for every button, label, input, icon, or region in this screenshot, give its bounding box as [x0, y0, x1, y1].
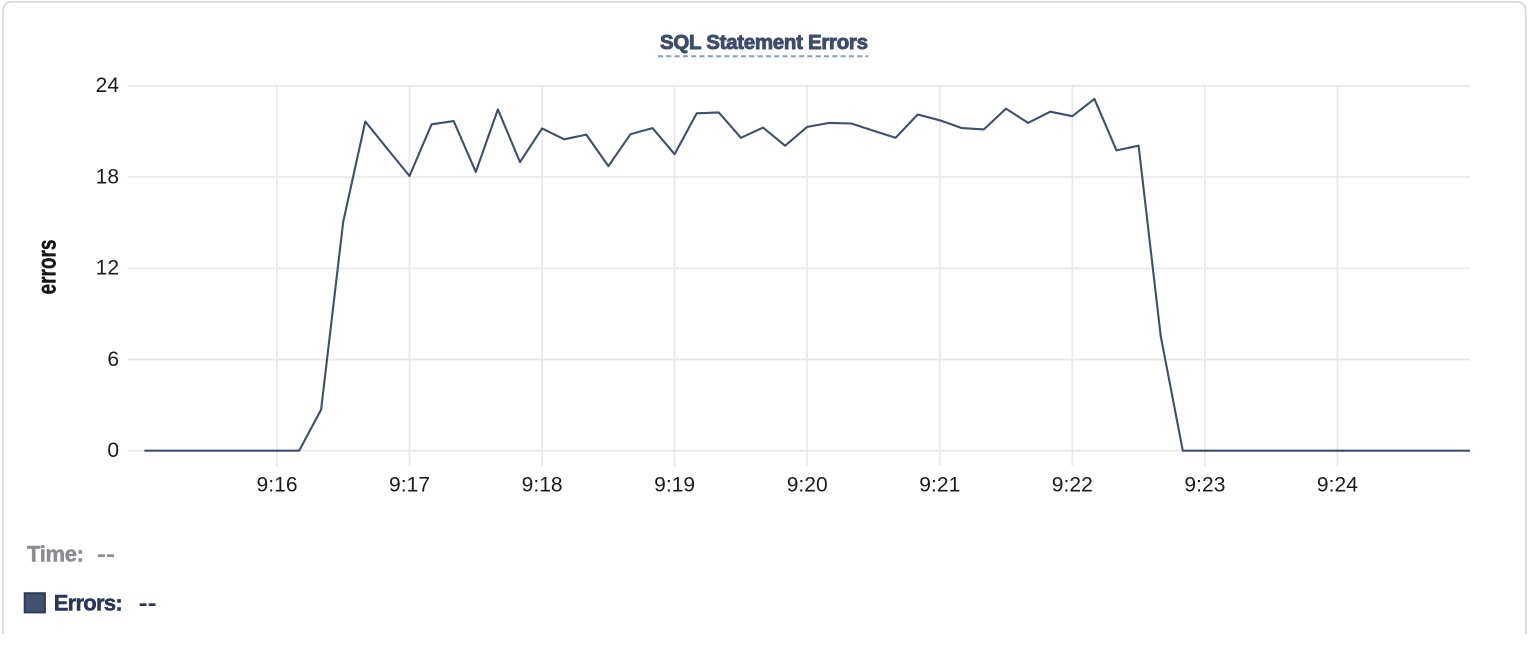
svg-text:errors: errors: [32, 240, 62, 295]
svg-text:9:22: 9:22: [1052, 473, 1093, 496]
svg-text:--: --: [139, 591, 157, 616]
svg-text:9:19: 9:19: [654, 473, 695, 496]
svg-text:SQL Statement Errors: SQL Statement Errors: [660, 31, 868, 54]
svg-text:9:18: 9:18: [522, 473, 563, 496]
svg-text:9:16: 9:16: [257, 473, 298, 496]
svg-text:Errors:: Errors:: [54, 591, 123, 616]
svg-text:12: 12: [96, 257, 119, 280]
svg-text:9:21: 9:21: [919, 473, 960, 496]
svg-text:9:20: 9:20: [787, 473, 828, 496]
svg-text:9:24: 9:24: [1317, 473, 1358, 496]
svg-text:24: 24: [96, 74, 120, 97]
svg-text:--: --: [97, 542, 115, 567]
svg-text:0: 0: [107, 439, 119, 462]
svg-text:9:23: 9:23: [1184, 473, 1225, 496]
svg-text:Time:: Time:: [27, 542, 84, 567]
svg-text:18: 18: [96, 165, 119, 188]
svg-text:6: 6: [107, 348, 119, 371]
svg-text:9:17: 9:17: [389, 473, 430, 496]
